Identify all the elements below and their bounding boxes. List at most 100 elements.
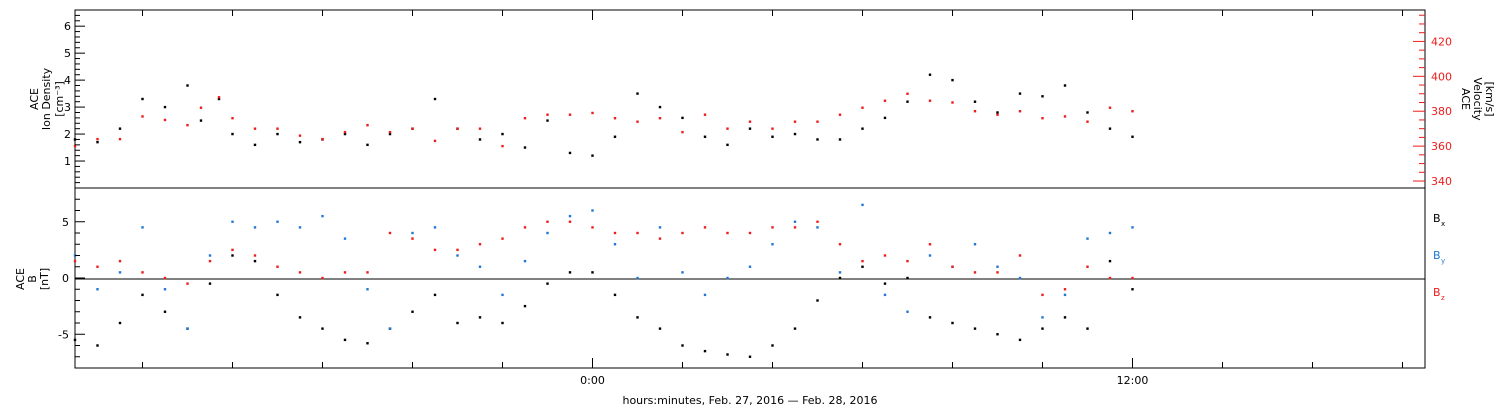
density-point — [217, 97, 221, 101]
bx-point — [1018, 338, 1022, 342]
density-point — [1131, 135, 1134, 138]
velocity-point — [231, 116, 234, 120]
by-point — [703, 293, 707, 297]
velocity-point — [96, 137, 99, 141]
b-tick-label: -5 — [58, 328, 69, 341]
by-point — [276, 220, 279, 223]
legend-bz: B — [1433, 286, 1441, 299]
density-velocity-panel: 1 2 3 4 5 6 340 360 380 400 420 ACE Ion Density [… — [28, 9, 1496, 189]
density-point — [1108, 127, 1112, 130]
velocity-point — [838, 113, 842, 116]
density-point — [501, 132, 504, 136]
velocity-point — [816, 120, 819, 123]
density-point — [1041, 95, 1044, 98]
velocity-point — [199, 106, 203, 109]
bx-point — [96, 344, 99, 347]
bx-point — [343, 338, 347, 342]
bz-point — [366, 271, 369, 274]
velocity-point — [1108, 106, 1112, 109]
bx-point — [726, 353, 729, 356]
bx-point — [546, 282, 549, 285]
density-point — [141, 97, 144, 101]
legend-by: B — [1433, 249, 1441, 262]
legend-bx: B — [1433, 212, 1441, 225]
density-point — [681, 116, 684, 120]
density-point — [546, 119, 549, 122]
legend-by-subscript: y — [1441, 257, 1445, 265]
by-point — [501, 293, 504, 297]
by-point — [1108, 231, 1112, 235]
velocity-point — [861, 106, 864, 109]
bx-point — [298, 316, 302, 319]
velocity-point — [996, 113, 999, 116]
legend-bz-subscript: z — [1441, 294, 1445, 302]
velocity-point — [343, 130, 347, 134]
bx-point — [771, 344, 774, 347]
velocity-point — [726, 127, 729, 130]
bz-point — [321, 276, 324, 280]
by-point — [793, 220, 797, 223]
bx-point — [816, 299, 819, 302]
bx-point — [208, 282, 212, 285]
density-point — [838, 138, 842, 141]
bz-point — [546, 220, 549, 223]
x-axis-title: hours:minutes, Feb. 27, 2016 — Feb. 28, … — [622, 394, 877, 407]
density-ylabel-line1: ACE — [28, 88, 41, 110]
bz-point — [613, 231, 617, 235]
bz-point — [388, 231, 392, 235]
density-point — [748, 127, 752, 130]
density-point — [591, 154, 594, 157]
velocity-point — [163, 118, 167, 122]
by-point — [208, 254, 212, 257]
bz-point — [298, 271, 302, 274]
velocity-tick-label: 380 — [1431, 105, 1452, 118]
by-point — [1086, 237, 1089, 240]
bx-point — [906, 276, 909, 280]
density-point — [366, 143, 369, 147]
density-tick-label: 3 — [64, 101, 71, 114]
density-point — [973, 100, 977, 103]
bz-point — [523, 226, 527, 229]
bz-point — [906, 259, 909, 263]
density-point — [478, 138, 482, 141]
velocity-point — [568, 113, 572, 116]
bz-point — [816, 220, 819, 223]
velocity-point — [1131, 110, 1134, 113]
by-point — [433, 226, 437, 229]
by-point — [996, 265, 999, 268]
bx-point — [163, 310, 167, 313]
bx-point — [928, 316, 932, 319]
time-tick-label: 0:00 — [580, 374, 605, 387]
density-point — [276, 132, 279, 136]
density-point — [636, 92, 639, 95]
bx-point — [1086, 327, 1089, 330]
velocity-point — [523, 116, 527, 120]
by-point — [748, 265, 752, 268]
density-point — [388, 132, 392, 136]
bx-point — [1063, 316, 1067, 319]
bz-point — [253, 254, 257, 257]
density-ylabel-line3: [cm⁻³] — [53, 81, 66, 117]
density-point — [1018, 92, 1022, 95]
velocity-point — [591, 111, 594, 115]
velocity-point — [141, 115, 144, 118]
magnetic-field-axis: -5 0 5 — [58, 198, 85, 358]
density-tick-label: 1 — [64, 155, 71, 168]
bx-point — [118, 321, 122, 325]
bx-point — [501, 321, 504, 325]
velocity-point — [1041, 116, 1044, 120]
by-point — [726, 276, 729, 280]
velocity-point — [883, 99, 887, 102]
bz-point — [861, 259, 864, 263]
bz-point — [748, 231, 752, 235]
density-ylabel-line2: Ion Density — [40, 67, 53, 130]
bz-point — [1041, 293, 1044, 297]
velocity-point — [433, 139, 437, 143]
density-point — [523, 146, 527, 149]
by-point — [411, 231, 414, 235]
density-point — [253, 143, 257, 147]
bx-point — [793, 327, 797, 330]
density-point — [996, 111, 999, 114]
bx-point — [231, 254, 234, 257]
density-point — [343, 132, 347, 136]
